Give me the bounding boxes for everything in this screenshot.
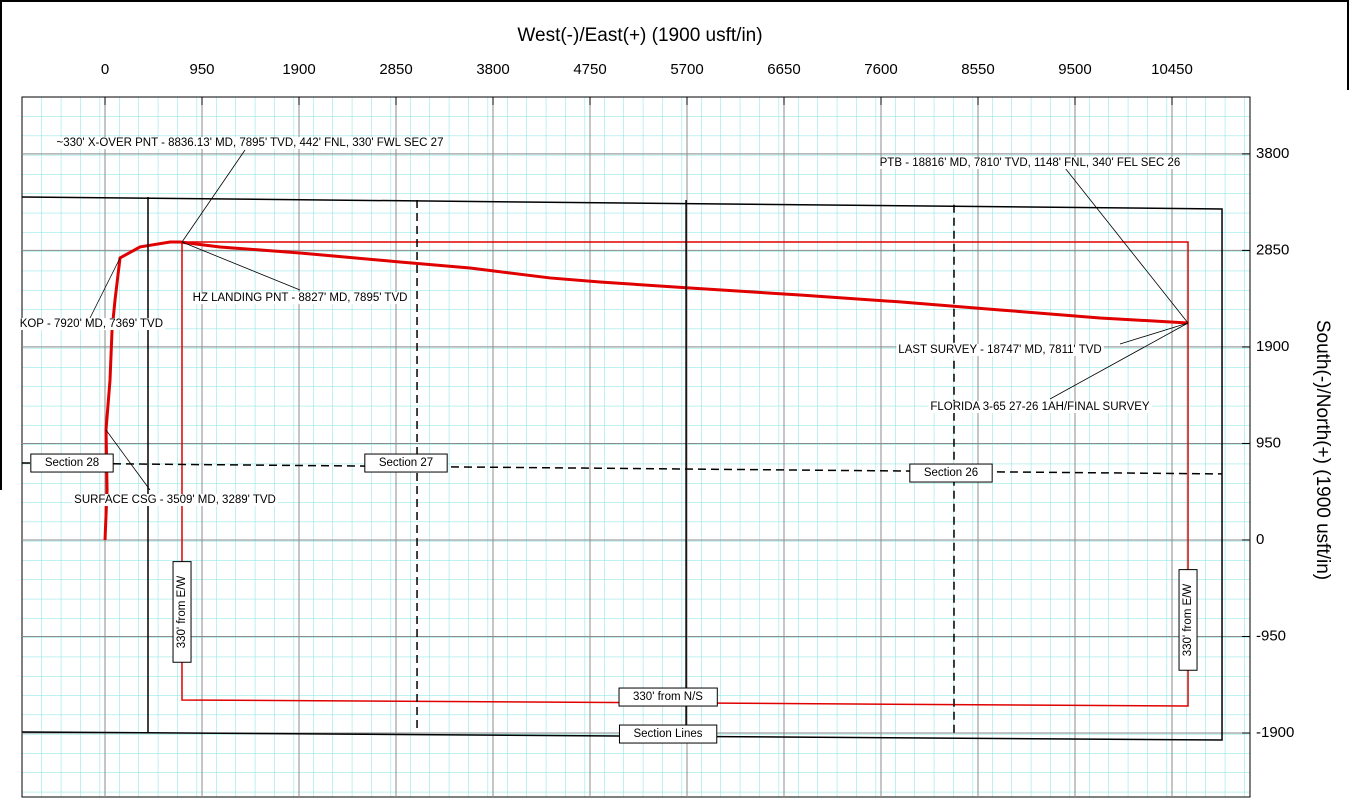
annotation-text: HZ LANDING PNT - 8827' MD, 7895' TVD xyxy=(193,292,408,304)
y-tick-label: 2850 xyxy=(1256,241,1289,258)
label-box xyxy=(909,463,993,483)
annotation-text: 330' from E/W xyxy=(176,576,188,649)
label-box xyxy=(172,561,192,663)
annotation-text: FLORIDA 3-65 27-26 1AH/FINAL SURVEY xyxy=(930,401,1150,413)
annotation-text: LAST SURVEY - 18747' MD, 7811' TVD xyxy=(898,344,1101,356)
label-bg xyxy=(877,157,1183,170)
label-box xyxy=(618,687,718,707)
annotation: PTB - 18816' MD, 7810' TVD, 1148' FNL, 3… xyxy=(877,157,1183,170)
series-line xyxy=(22,462,1223,475)
x-tick-label: 7600 xyxy=(864,61,897,78)
annotation: HZ LANDING PNT - 8827' MD, 7895' TVD xyxy=(190,292,410,305)
frame xyxy=(0,0,1349,490)
leader-line xyxy=(181,241,301,291)
annotation: SURFACE CSG - 3509' MD, 3289' TVD xyxy=(72,494,278,507)
annotation-text: Section 26 xyxy=(924,467,978,479)
label-bg xyxy=(896,344,1104,357)
annotation: 330' from E/W xyxy=(172,561,192,663)
label-box xyxy=(364,453,448,473)
annotation: 330' from E/W xyxy=(1178,569,1198,671)
x-tick-label: 3800 xyxy=(476,61,509,78)
x-tick-label: 10450 xyxy=(1151,61,1193,78)
annotation: FLORIDA 3-65 27-26 1AH/FINAL SURVEY xyxy=(928,401,1152,414)
annotation-text: Section 28 xyxy=(45,457,99,469)
annotation: Section Lines xyxy=(618,724,718,744)
y-tick-label: -1900 xyxy=(1256,724,1294,741)
x-tick-label: 0 xyxy=(101,61,109,78)
annotation: 330' from N/S xyxy=(618,687,718,707)
label-box xyxy=(30,453,114,473)
label-bg xyxy=(17,318,165,331)
label-bg xyxy=(928,401,1152,414)
label-bg xyxy=(190,292,410,305)
series-line xyxy=(103,240,1189,541)
x-tick-label: 6650 xyxy=(767,61,800,78)
annotation: LAST SURVEY - 18747' MD, 7811' TVD xyxy=(896,344,1104,357)
annotation: Section 28 xyxy=(30,453,114,473)
annotation-text: PTB - 18816' MD, 7810' TVD, 1148' FNL, 3… xyxy=(880,157,1181,169)
x-tick-label: 950 xyxy=(189,61,214,78)
annotation: KOP - 7920' MD, 7369' TVD xyxy=(17,318,165,331)
y-tick-label: 1900 xyxy=(1256,338,1289,355)
y-axis-title: South(-)/North(+) (1900 usft/in) xyxy=(1312,320,1333,580)
y-tick-label: -950 xyxy=(1256,627,1286,644)
annotation-text: 330' from N/S xyxy=(633,691,703,703)
annotation: ~330' X-OVER PNT - 8836.13' MD, 7895' TV… xyxy=(54,137,446,150)
leader-line xyxy=(181,149,246,243)
leader-line xyxy=(1119,322,1189,345)
x-tick-label: 2850 xyxy=(379,61,412,78)
annotation-text: Section Lines xyxy=(633,728,702,740)
label-box xyxy=(618,724,718,744)
label-bg xyxy=(72,494,278,507)
annotation-text: Section 27 xyxy=(379,457,433,469)
x-tick-label: 8550 xyxy=(961,61,994,78)
y-tick-label: 950 xyxy=(1256,434,1281,451)
label-box xyxy=(1178,569,1198,671)
x-tick-label: 9500 xyxy=(1058,61,1091,78)
label-bg xyxy=(54,137,446,150)
x-axis-title: West(-)/East(+) (1900 usft/in) xyxy=(517,25,762,46)
y-tick-label: 0 xyxy=(1256,531,1264,548)
leader-line xyxy=(1049,322,1189,400)
annotation-text: ~330' X-OVER PNT - 8836.13' MD, 7895' TV… xyxy=(57,137,444,149)
x-tick-label: 5700 xyxy=(670,61,703,78)
leader-line xyxy=(105,429,151,491)
y-tick-label: 3800 xyxy=(1256,145,1289,162)
leader-line xyxy=(1064,167,1189,324)
leader-line xyxy=(89,257,121,319)
x-tick-label: 4750 xyxy=(573,61,606,78)
plot-area xyxy=(21,96,1251,798)
annotation-text: 330' from E/W xyxy=(1182,584,1194,657)
x-tick-label: 1900 xyxy=(282,61,315,78)
annotation: Section 26 xyxy=(909,463,993,483)
annotation-text: SURFACE CSG - 3509' MD, 3289' TVD xyxy=(74,494,276,506)
annotation: Section 27 xyxy=(364,453,448,473)
series-line xyxy=(181,241,1189,707)
annotation-text: KOP - 7920' MD, 7369' TVD xyxy=(20,318,163,330)
